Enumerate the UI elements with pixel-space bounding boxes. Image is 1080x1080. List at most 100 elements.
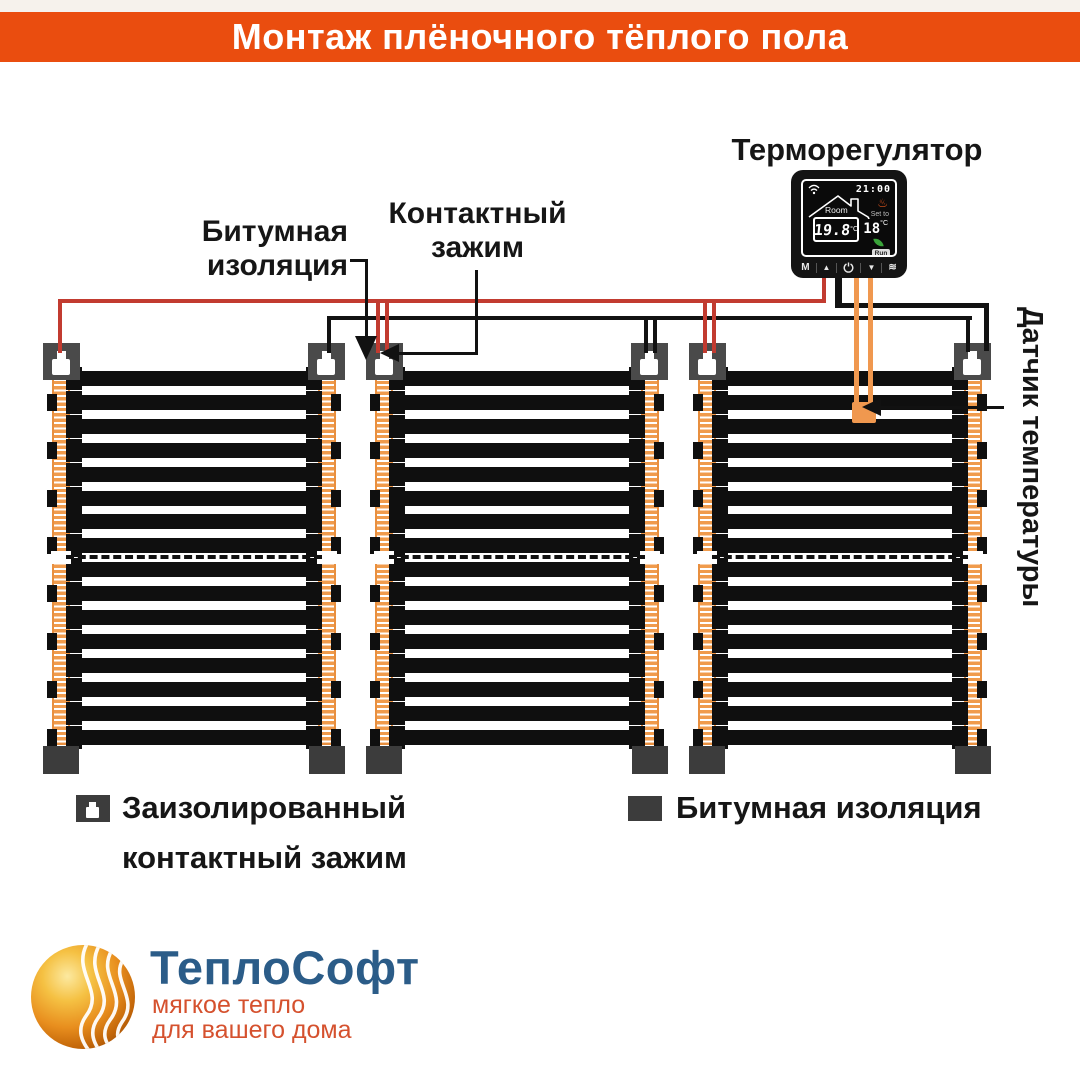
cut-gap (317, 551, 337, 564)
cut-gap (374, 551, 394, 564)
heating-bar (714, 705, 966, 721)
thermostat-black-wire (835, 276, 842, 306)
bar-contact-tab (952, 629, 968, 653)
clock-display: 21:00 (855, 184, 891, 195)
heating-bar (714, 514, 966, 530)
heating-bar (391, 562, 643, 578)
bar-contact-tab (389, 701, 405, 725)
bar-edge-nub (47, 393, 57, 411)
bar-contact-tab (952, 414, 968, 438)
bitumen-block (366, 746, 402, 774)
legend-insulated-clamp: Заизолированный контактный зажим (122, 790, 407, 875)
up-button[interactable]: ▲ (822, 263, 831, 272)
heating-bar (391, 729, 643, 745)
bar-contact-tab (712, 438, 728, 462)
heating-bar (68, 538, 320, 554)
bar-contact-tab (306, 510, 322, 534)
red-phase-wire (58, 299, 826, 303)
bar-contact-tab (306, 701, 322, 725)
bar-contact-tab (952, 510, 968, 534)
heating-bar (714, 729, 966, 745)
bar-edge-nub (370, 489, 380, 507)
black-wire-drop (644, 316, 648, 353)
pointer-line (880, 406, 1004, 409)
bar-edge-nub (370, 393, 380, 411)
clamp-plug (52, 359, 70, 375)
bar-contact-tab (952, 725, 968, 749)
bar-contact-tab (629, 653, 645, 677)
clamp-plug (968, 351, 977, 360)
red-phase-wire (822, 276, 826, 303)
heating-bar (391, 394, 643, 410)
thermostat-device: 21:00 ♨ Room 19.8 °C Set to 18°C Run M ▲ (791, 170, 907, 278)
bitumen-block (632, 746, 668, 774)
logo-tagline-1: мягкое тепло (152, 991, 306, 1019)
bar-contact-tab (66, 701, 82, 725)
bar-contact-tab (629, 725, 645, 749)
heating-bar (68, 657, 320, 673)
thermostat-black-wire (835, 303, 989, 308)
eco-leaf-icon (873, 237, 884, 248)
bar-contact-tab (66, 414, 82, 438)
bar-edge-nub (331, 728, 341, 746)
bar-contact-tab (306, 606, 322, 629)
room-label: Room (825, 205, 848, 215)
bitumen-block (955, 746, 991, 774)
heating-bar (714, 442, 966, 458)
run-badge: Run (872, 249, 890, 255)
mode-button[interactable]: M (801, 262, 810, 273)
bar-edge-nub (977, 680, 987, 698)
thermostat-screen: 21:00 ♨ Room 19.8 °C Set to 18°C Run (801, 179, 897, 257)
bar-contact-tab (629, 438, 645, 462)
bar-contact-tab (952, 390, 968, 414)
bar-contact-tab (712, 510, 728, 534)
bar-edge-nub (977, 489, 987, 507)
page-title: Монтаж плёночного тёплого пола (231, 16, 849, 57)
pointer-line (475, 270, 478, 354)
bar-edge-nub (977, 537, 987, 555)
down-button[interactable]: ▼ (867, 263, 876, 272)
room-temperature-display: 19.8 °C (813, 217, 859, 242)
heating-bar (714, 586, 966, 602)
bar-contact-tab (712, 462, 728, 486)
bar-contact-tab (306, 486, 322, 510)
pointer-line (398, 352, 478, 355)
heating-bar (391, 490, 643, 506)
heating-bar (68, 490, 320, 506)
bar-edge-nub (47, 441, 57, 459)
bar-contact-tab (389, 438, 405, 462)
fan-button[interactable]: ≋ (888, 262, 897, 273)
insulated-clamp-icon (76, 795, 110, 822)
bar-contact-tab (389, 510, 405, 534)
bar-contact-tab (389, 725, 405, 749)
bar-contact-tab (629, 486, 645, 510)
bar-contact-tab (389, 629, 405, 653)
power-button[interactable] (843, 262, 854, 273)
heating-bar (391, 442, 643, 458)
cut-gap (697, 551, 717, 564)
heating-bar (68, 514, 320, 530)
bar-contact-tab (712, 414, 728, 438)
clamp-plug (322, 351, 331, 360)
bar-edge-nub (977, 441, 987, 459)
heating-bar (391, 586, 643, 602)
cut-line (712, 555, 968, 559)
cut-gap (640, 551, 660, 564)
bar-edge-nub (977, 585, 987, 603)
bar-contact-tab (66, 390, 82, 414)
bar-edge-nub (331, 393, 341, 411)
bar-edge-nub (47, 537, 57, 555)
heating-bar (68, 394, 320, 410)
clamp-plug (57, 351, 66, 360)
cut-line (66, 555, 322, 559)
heating-bar (391, 610, 643, 625)
bar-edge-nub (47, 680, 57, 698)
heating-bar (68, 705, 320, 721)
bar-contact-tab (66, 677, 82, 701)
bar-contact-tab (306, 438, 322, 462)
bar-edge-nub (370, 537, 380, 555)
bar-contact-tab (712, 629, 728, 653)
thermostat-black-wire (984, 303, 989, 351)
thermostat-label: Терморегулятор (731, 132, 983, 167)
